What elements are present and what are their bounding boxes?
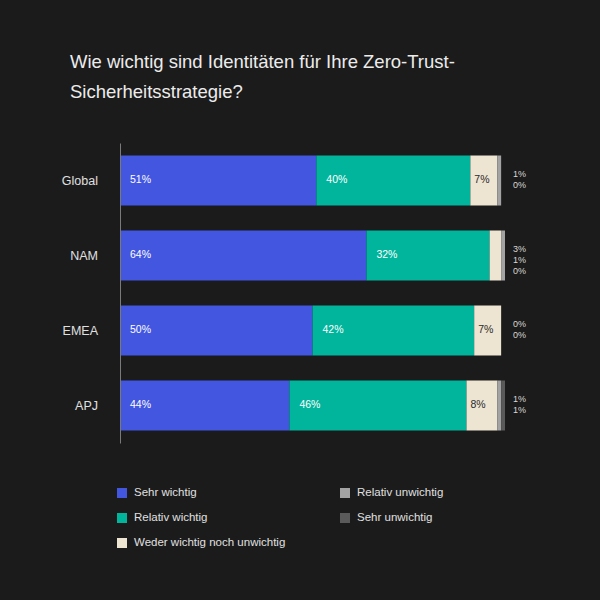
bar-segment [467,381,498,431]
data-label: 51% [130,173,151,185]
data-label: 32% [376,248,397,260]
legend-label: Relativ unwichtig [357,486,443,498]
bar-segment [505,231,506,281]
data-label: 64% [130,248,151,260]
data-label: 44% [130,398,151,410]
bar-segment [474,306,501,356]
bar-segment [120,306,313,356]
bar-segment [501,306,502,356]
axis-line [120,144,121,444]
legend-swatch [340,488,350,498]
series [467,156,502,431]
tick: Global [62,174,98,188]
legend-item: Weder wichtig noch unwichtig [117,536,285,548]
bar-segment [120,381,289,431]
data-label: 1% [513,255,526,265]
data-label: 42% [323,323,344,335]
bar-segment [497,381,501,431]
data-label: 0% [513,330,526,340]
bar-segment [490,231,502,281]
bar-segment [313,306,475,356]
bar-segment [501,231,505,281]
bar-segment [366,231,489,281]
title-line: Wie wichtig sind Identitäten für Ihre Ze… [70,51,455,72]
title: Wie wichtig sind Identitäten für Ihre Ze… [70,51,455,102]
tick: APJ [75,399,98,413]
legend-item: Relativ unwichtig [340,486,443,498]
legend-swatch [117,538,127,548]
legend-item: Sehr unwichtig [340,511,432,523]
series [289,156,489,431]
tick-label: NAM [70,249,98,263]
tick: NAM [70,249,98,263]
data-label: 0% [513,319,526,329]
tick-label: EMEA [63,324,99,338]
data-labels: 51%64%50%44%40%32%42%46%7%3%7%8%1%1%0%1%… [130,169,526,415]
series [497,156,505,431]
legend-label: Relativ wichtig [134,511,208,523]
legend-label: Weder wichtig noch unwichtig [134,536,285,548]
legend-item: Sehr wichtig [117,486,197,498]
legend-item: Relativ wichtig [117,511,208,523]
tick: EMEA [63,324,99,338]
bar-segment [289,381,466,431]
data-label: 1% [513,394,526,404]
data-label: 40% [326,173,347,185]
bar-segment [316,156,470,206]
title-line: Sicherheitsstrategie? [70,81,243,102]
y-axis: Global NAM EMEA APJ [62,144,121,444]
background [0,0,600,600]
data-label: 1% [513,405,526,415]
data-label: 46% [299,398,320,410]
bar-segment [120,231,366,281]
legend: Sehr wichtig Relativ wichtig Weder wichtig… [117,486,443,548]
bars [120,156,505,431]
bar-segment [120,156,316,206]
legend-swatch [117,513,127,523]
legend-label: Sehr unwichtig [357,511,432,523]
data-label: 0% [513,180,526,190]
bar-segment [470,156,497,206]
series [501,381,505,431]
legend-swatch [340,513,350,523]
chart: Wie wichtig sind Identitäten für Ihre Ze… [0,0,600,600]
tick-label: APJ [75,399,98,413]
data-label: 3% [513,244,526,254]
data-label: 0% [513,266,526,276]
data-label: 8% [471,398,486,410]
data-label: 7% [478,323,493,335]
bar-segment [501,306,502,356]
bar-segment [497,156,501,206]
data-label: 7% [474,173,489,185]
data-label: 1% [513,169,526,179]
data-label: 50% [130,323,151,335]
bar-segment [501,381,505,431]
legend-swatch [117,488,127,498]
bar-segment [501,156,502,206]
legend-label: Sehr wichtig [134,486,197,498]
tick-label: Global [62,174,98,188]
